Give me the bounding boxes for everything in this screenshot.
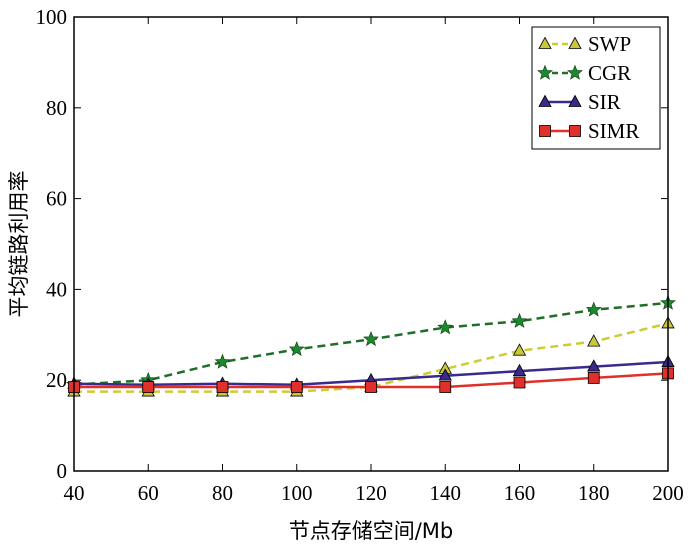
series-line-swp xyxy=(74,322,669,393)
data-point-cgr xyxy=(214,353,231,369)
data-point-simr xyxy=(216,381,229,393)
series-layer xyxy=(66,294,676,397)
data-point-simr xyxy=(365,381,377,393)
data-point-simr xyxy=(587,372,600,384)
x-tick-label: 140 xyxy=(430,481,462,505)
data-point-sir xyxy=(438,368,452,381)
data-point-swp xyxy=(512,343,527,356)
x-tick-label: 60 xyxy=(138,481,159,505)
legend-marker-sir xyxy=(568,94,582,107)
legend: SWP CGR SIR SIMR xyxy=(531,26,661,150)
legend-label-swp: SWP xyxy=(588,32,631,56)
legend-marker-swp xyxy=(568,36,582,49)
y-tick-label: 20 xyxy=(46,368,67,392)
x-tick-label: 200 xyxy=(652,481,684,505)
x-tick-label: 180 xyxy=(578,481,610,505)
data-point-swp xyxy=(587,334,601,347)
legend-marker-swp xyxy=(538,36,552,49)
legend-label-simr: SIMR xyxy=(588,119,639,143)
y-tick-label: 80 xyxy=(46,96,67,120)
data-point-simr xyxy=(513,376,526,389)
y-tick-label: 100 xyxy=(36,5,68,29)
y-axis-label: 平均链路利用率 xyxy=(7,171,31,318)
x-tick-label: 120 xyxy=(355,481,387,505)
ticks-layer: 40 60 80 100 120 140 160 180 200 0 20 40 60 80 100 xyxy=(36,5,684,505)
y-tick-label: 60 xyxy=(46,187,67,211)
data-point-cgr xyxy=(288,340,305,357)
data-point-sir xyxy=(512,363,527,377)
legend-marker-simr xyxy=(569,125,581,137)
x-tick-label: 80 xyxy=(212,481,233,505)
legend-marker-cgr xyxy=(537,64,553,80)
data-point-cgr xyxy=(363,331,379,347)
y-tick-label: 0 xyxy=(57,459,68,483)
data-point-sir xyxy=(587,359,601,372)
data-point-cgr xyxy=(585,301,602,317)
data-point-simr xyxy=(290,381,303,393)
x-axis-label: 节点存储空间/Mb xyxy=(289,519,454,543)
legend-label-sir: SIR xyxy=(588,90,621,114)
data-point-simr xyxy=(439,381,452,393)
legend-box xyxy=(531,26,661,150)
y-tick-label: 40 xyxy=(46,277,67,301)
data-point-cgr xyxy=(511,312,528,328)
legend-marker-simr xyxy=(539,125,551,137)
data-point-simr xyxy=(142,381,155,393)
x-tick-label: 100 xyxy=(281,481,313,505)
legend-label-cgr: CGR xyxy=(588,61,631,85)
x-tick-label: 40 xyxy=(64,481,85,505)
x-tick-label: 160 xyxy=(504,481,536,505)
data-point-cgr xyxy=(437,319,454,335)
legend-marker-sir xyxy=(538,94,552,107)
legend-marker-cgr xyxy=(567,64,583,80)
